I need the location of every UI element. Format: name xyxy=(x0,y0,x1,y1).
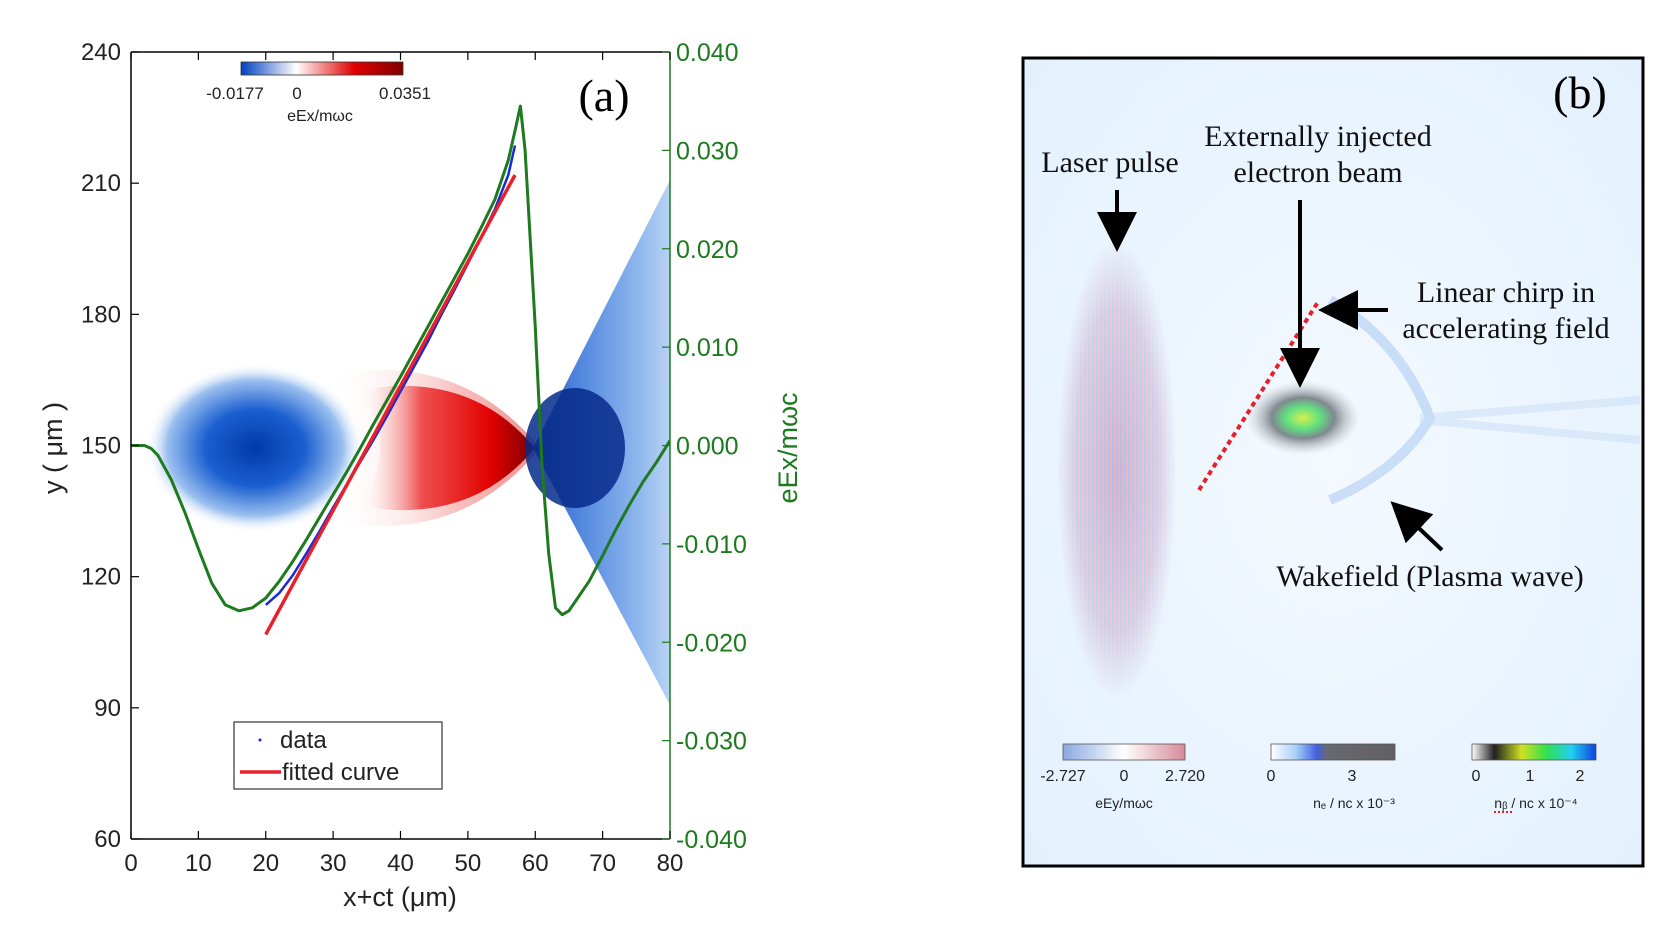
colorbar-a-max: 0.0351 xyxy=(379,84,431,103)
linear-chirp-line xyxy=(1197,300,1320,492)
y-axis-label: y ( μm ) xyxy=(38,402,68,494)
colorbar-b2: 0 3 nₑ / nᴄ x 10⁻³ xyxy=(1267,743,1396,811)
y2-tick-label-3: -0.010 xyxy=(676,531,747,559)
beam-label-line2: electron beam xyxy=(1233,156,1402,189)
y2-tick-label-4: 0.000 xyxy=(676,433,739,461)
y2-tick-label-0: -0.040 xyxy=(676,826,747,854)
y2-tick-label-5: 0.010 xyxy=(676,334,739,362)
y-tick-label-0: 60 xyxy=(94,826,121,853)
colorbar-b1-tick-1: 0 xyxy=(1120,768,1129,785)
panel-a-label: (a) xyxy=(578,70,629,121)
colorbar-b3-bar xyxy=(1471,743,1597,761)
x-tick-label-3: 30 xyxy=(320,850,347,877)
colorbar-b2-tick-0: 0 xyxy=(1267,768,1276,785)
beam-label-line1: Externally injected xyxy=(1204,120,1431,153)
laser-pulse-shape xyxy=(1057,240,1177,700)
colorbar-b1-tick-2: 2.720 xyxy=(1165,768,1205,785)
legend: data fitted curve xyxy=(233,721,443,790)
y-tick-label-4: 180 xyxy=(81,301,121,328)
wakefield-tail xyxy=(1419,396,1641,444)
colorbar-b1-bar xyxy=(1062,743,1186,761)
wake-arrow xyxy=(1390,501,1444,552)
colorbar-b1: -2.727 0 2.720 eEy/mωc xyxy=(1040,743,1205,811)
colorbar-b2-label: nₑ / nᴄ x 10⁻³ xyxy=(1313,795,1395,811)
chirp-label-line2: accelerating field xyxy=(1402,312,1609,345)
y2-tick-label-6: 0.020 xyxy=(676,236,739,264)
heatmap-blue-region-left xyxy=(145,363,365,533)
colorbar-a-min: -0.0177 xyxy=(206,84,264,103)
x-tick-label-2: 20 xyxy=(252,850,279,877)
colorbar-a-bar xyxy=(240,61,404,76)
colorbar-a-label: eEx/mωc xyxy=(287,108,353,125)
panel-b-label: (b) xyxy=(1553,67,1607,118)
y-tick-label-1: 90 xyxy=(94,695,121,722)
x-tick-label-8: 80 xyxy=(657,850,684,877)
colorbar-b3-label: nᵦ / nᴄ x 10⁻⁴ xyxy=(1494,795,1577,811)
legend-label-fit: fitted curve xyxy=(282,759,399,786)
electron-beam xyxy=(1246,381,1360,455)
x-axis-label: x+ct (μm) xyxy=(343,882,457,912)
colorbar-b3-tick-1: 1 xyxy=(1526,768,1535,785)
wakefield-label: Wakefield (Plasma wave) xyxy=(1276,560,1583,593)
x-tick-label-7: 70 xyxy=(589,850,616,877)
y-tick-label-2: 120 xyxy=(81,564,121,591)
y-tick-label-5: 210 xyxy=(81,170,121,197)
y2-tick-label-2: -0.020 xyxy=(676,629,747,657)
series-line-field xyxy=(131,104,670,617)
y2-tick-label-7: 0.030 xyxy=(676,137,739,165)
heatmap-blue-core-right xyxy=(525,388,625,508)
y2-tick-label-8: 0.040 xyxy=(676,39,739,67)
legend-box xyxy=(233,721,443,790)
colorbar-b1-tick-0: -2.727 xyxy=(1040,768,1085,785)
colorbar-b2-tick-1: 3 xyxy=(1348,768,1357,785)
chirp-label-line1: Linear chirp in xyxy=(1417,276,1595,309)
colorbar-a-zero: 0 xyxy=(292,84,301,103)
y2-axis-label: eEx/mωc xyxy=(773,392,803,503)
legend-marker-data xyxy=(258,738,262,742)
colorbar-b3: 0 1 2 nᵦ / nᴄ x 10⁻⁴ xyxy=(1471,743,1597,813)
colorbar-a: -0.0177 0 0.0351 eEx/mωc xyxy=(206,61,431,125)
x-tick-label-4: 40 xyxy=(387,850,414,877)
colorbar-b3-tick-2: 2 xyxy=(1576,768,1585,785)
series-line-fit xyxy=(264,174,517,636)
x-tick-label-5: 50 xyxy=(455,850,482,877)
y2-tick-label-1: -0.030 xyxy=(676,728,747,756)
y-tick-label-3: 150 xyxy=(81,433,121,460)
legend-label-data: data xyxy=(280,727,327,754)
colorbar-b3-tick-0: 0 xyxy=(1472,768,1481,785)
x-tick-label-1: 10 xyxy=(185,850,212,877)
laser-pulse-label: Laser pulse xyxy=(1041,146,1178,179)
y-tick-label-6: 240 xyxy=(81,39,121,66)
heatmap-red-region xyxy=(360,385,535,511)
x-tick-label-6: 60 xyxy=(522,850,549,877)
colorbar-b1-label: eEy/mωc xyxy=(1095,795,1153,811)
x-tick-label-0: 0 xyxy=(124,850,137,877)
colorbar-b2-bar xyxy=(1270,743,1396,761)
